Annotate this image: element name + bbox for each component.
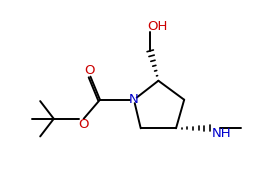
Text: N: N bbox=[129, 93, 139, 106]
Text: O: O bbox=[84, 64, 94, 77]
Text: NH: NH bbox=[211, 127, 231, 140]
Text: OH: OH bbox=[147, 20, 167, 33]
Text: O: O bbox=[78, 118, 89, 131]
